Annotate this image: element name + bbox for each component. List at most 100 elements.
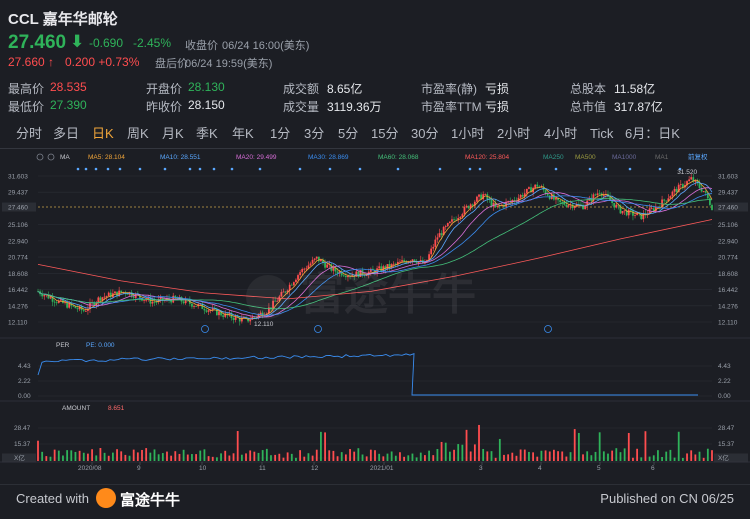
volume-bar xyxy=(473,444,476,461)
volume-bar xyxy=(128,455,131,461)
candle-body xyxy=(57,300,60,303)
tab-8[interactable]: 3分 xyxy=(304,126,325,141)
volume-bar xyxy=(340,452,343,461)
tab-10[interactable]: 15分 xyxy=(371,126,399,141)
per-label: PER xyxy=(56,342,70,349)
candle-body xyxy=(490,199,493,207)
tab-7[interactable]: 1分 xyxy=(270,126,291,141)
candle-body xyxy=(700,187,703,192)
volume-bar xyxy=(124,454,127,461)
candle-body xyxy=(282,291,285,293)
candle-body xyxy=(238,317,241,322)
volume-bar xyxy=(465,429,468,461)
candle-body xyxy=(548,195,551,199)
candle-body xyxy=(694,180,697,182)
candle-body xyxy=(444,226,447,227)
volume-bar xyxy=(286,452,289,461)
candle-body xyxy=(386,264,389,270)
candle-body xyxy=(378,266,381,269)
tab-13[interactable]: 2小时 xyxy=(497,126,531,141)
volume-bar xyxy=(157,454,160,461)
candle-body xyxy=(53,301,56,303)
amount-tick-right: 15.37 xyxy=(718,441,735,448)
tab-1[interactable]: 多日 xyxy=(53,126,80,141)
candle-body xyxy=(461,214,464,217)
volume-bar xyxy=(303,456,306,461)
candle-body xyxy=(621,211,624,214)
stat-value: 28.130 xyxy=(188,80,225,94)
volume-bar xyxy=(66,450,69,461)
tab-5[interactable]: 季K xyxy=(196,126,218,141)
candle-body xyxy=(650,208,653,210)
ma-legend-item: MA1 xyxy=(655,154,669,161)
candle-body xyxy=(97,297,100,303)
candle-body xyxy=(109,292,112,298)
tab-3[interactable]: 周K xyxy=(127,126,149,141)
stock-title: CCL 嘉年华邮轮 xyxy=(8,11,118,28)
tab-9[interactable]: 5分 xyxy=(338,126,359,141)
volume-bar xyxy=(315,449,318,461)
ma-legend-item: MA500 xyxy=(575,154,596,161)
ma-legend-item: MA20: 29.499 xyxy=(236,154,277,161)
tab-11[interactable]: 30分 xyxy=(411,126,439,141)
ma-legend-item: MA5: 28.104 xyxy=(88,154,125,161)
tab-2[interactable]: 日K xyxy=(92,126,114,141)
candle-body xyxy=(55,302,58,304)
price-tick-right: 12.110 xyxy=(718,320,738,327)
candle-body xyxy=(253,316,256,318)
per-tick-right: 4.43 xyxy=(718,363,731,370)
candle-body xyxy=(199,303,202,305)
tab-16[interactable]: 6月：日K xyxy=(625,126,680,141)
candle-body xyxy=(305,268,308,270)
candle-body xyxy=(679,184,682,185)
volume-bar xyxy=(186,454,189,461)
candle-body xyxy=(567,205,570,207)
tab-0[interactable]: 分时 xyxy=(16,126,43,141)
tab-4[interactable]: 月K xyxy=(162,126,184,141)
ma-legend-item: MA120: 25.804 xyxy=(465,154,509,161)
per-tick-left: 0.00 xyxy=(18,393,31,400)
candle-body xyxy=(328,264,331,266)
candle-body xyxy=(251,316,254,320)
candle-body xyxy=(465,205,468,207)
candle-body xyxy=(426,259,428,262)
ma-legend-item: MA10: 28.551 xyxy=(160,154,201,161)
low-mark: 12.110 xyxy=(254,321,274,328)
volume-bar xyxy=(478,424,480,461)
candle-body xyxy=(709,198,711,205)
candle-body xyxy=(301,269,304,273)
candle-body xyxy=(704,191,707,193)
volume-bar xyxy=(577,432,580,461)
stat-value: 317.87亿 xyxy=(614,100,663,114)
price-change: -0.690 xyxy=(89,36,124,50)
candle-body xyxy=(511,199,514,202)
tab-15[interactable]: Tick xyxy=(590,126,614,141)
candle-body xyxy=(159,297,162,300)
stat-value: 亏损 xyxy=(485,82,510,96)
candle-body xyxy=(66,302,69,308)
ma60-line xyxy=(37,198,713,310)
candle-body xyxy=(640,212,643,220)
tab-14[interactable]: 4小时 xyxy=(544,126,578,141)
candle-body xyxy=(702,191,705,192)
tab-divider xyxy=(0,148,750,149)
candle-body xyxy=(711,204,713,210)
volume-bar xyxy=(536,456,539,461)
volume-bar xyxy=(41,451,44,461)
volume-bar xyxy=(282,457,285,461)
kline-chart[interactable]: MA MA5: 28.104 MA10: 28.551 MA20: 29.499 MA3… xyxy=(0,149,750,484)
volume-bar xyxy=(490,451,493,461)
candle-body xyxy=(540,186,543,188)
candle-body xyxy=(388,264,391,268)
candle-body xyxy=(326,264,329,268)
stat-value: 亏损 xyxy=(485,100,510,114)
candle-body xyxy=(528,187,530,189)
ma-legend-item: MA250 xyxy=(543,154,564,161)
candle-body xyxy=(261,312,264,317)
volume-bar xyxy=(253,451,256,461)
stat-value: 11.58亿 xyxy=(614,82,656,96)
tab-12[interactable]: 1小时 xyxy=(451,126,485,141)
tab-6[interactable]: 年K xyxy=(232,126,254,141)
volume-bar xyxy=(136,452,139,461)
candle-body xyxy=(120,290,123,293)
